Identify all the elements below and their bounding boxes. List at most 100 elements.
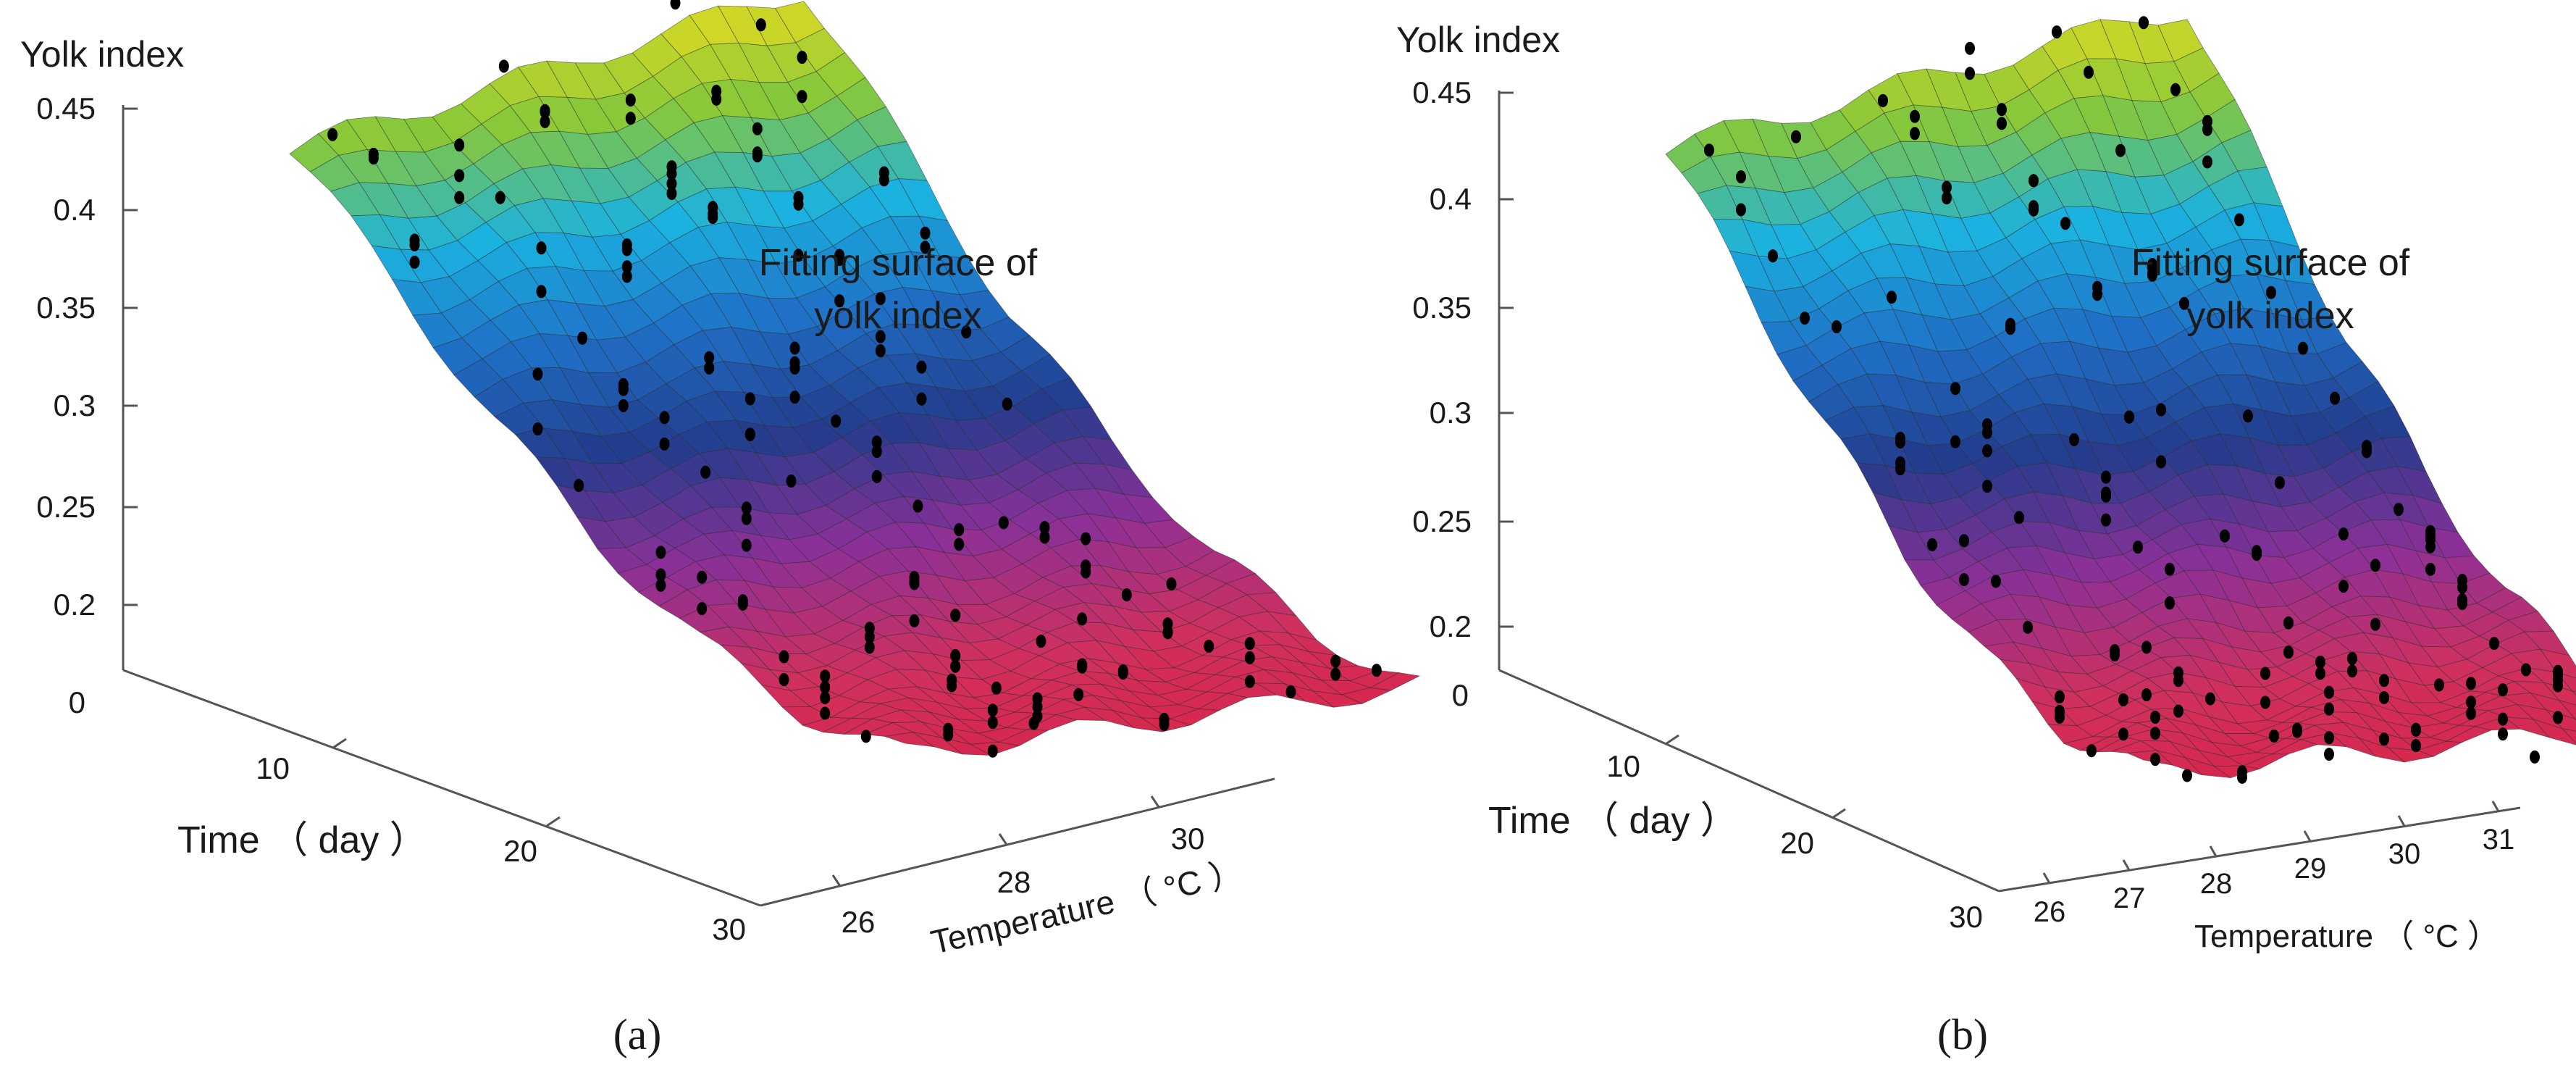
data-point [2029, 174, 2039, 188]
data-point [2060, 217, 2071, 230]
data-point [2324, 702, 2334, 716]
data-point [2110, 644, 2120, 658]
data-point [741, 538, 752, 552]
data-point [704, 362, 715, 375]
temperature-tick-label: 30 [1171, 822, 1205, 856]
data-point [2115, 143, 2126, 157]
data-point [697, 570, 708, 584]
data-point [950, 649, 961, 662]
data-point [2347, 664, 2357, 678]
data-point [741, 501, 752, 515]
data-point [1895, 456, 1905, 469]
temperature-tick-label: 26 [842, 905, 876, 939]
data-point [2141, 688, 2152, 701]
chart-panel-a: 0.45 0.4 0.35 0.3 0.25 0.2 0 10 20 30 26… [20, 0, 1421, 1058]
data-point [2266, 285, 2276, 299]
data-point [2338, 527, 2349, 541]
data-point [2147, 267, 2157, 280]
data-point [2202, 155, 2212, 169]
data-point [2084, 65, 2094, 79]
data-point [2150, 727, 2160, 740]
data-point [954, 538, 965, 551]
data-point [1991, 574, 2001, 588]
temperature-tick-label: 28 [2200, 868, 2233, 900]
data-point [2425, 529, 2436, 543]
data-point [2283, 645, 2294, 659]
surface-patch [1369, 672, 1421, 691]
data-point [1950, 435, 1960, 448]
z-tick-label: 0.45 [36, 91, 96, 125]
data-point [659, 411, 670, 425]
data-point [2014, 511, 2024, 525]
data-point [1768, 249, 1778, 263]
data-point [2055, 690, 2065, 703]
data-point [860, 730, 871, 743]
data-point [1039, 530, 1050, 544]
data-point [2498, 712, 2508, 726]
data-point [793, 191, 804, 204]
data-point [540, 114, 550, 128]
data-point [2489, 637, 2499, 651]
data-point [737, 594, 748, 608]
data-point [916, 392, 927, 406]
data-point [1032, 709, 1043, 723]
data-point [409, 233, 420, 247]
data-point [2298, 341, 2308, 355]
data-point [327, 128, 338, 141]
data-point [1895, 432, 1905, 445]
surface-annotation-line-1: Fitting surface of [759, 242, 1038, 284]
data-point [2269, 729, 2279, 743]
data-point [2498, 727, 2508, 741]
time-tick-label: 0 [1452, 678, 1469, 712]
time-axis-line [1498, 669, 2000, 893]
temperature-axis-label: Temperature （ °C ） [2194, 919, 2499, 954]
data-point [1982, 418, 1992, 432]
data-point [779, 673, 789, 687]
data-point [2324, 748, 2334, 761]
data-point [704, 351, 715, 364]
data-point [655, 578, 666, 592]
data-point [1959, 573, 1969, 587]
time-tick-label: 20 [1780, 826, 1814, 860]
data-point [797, 51, 807, 64]
temperature-tick-label: 29 [2294, 853, 2327, 885]
z-tick-label: 0.4 [54, 193, 96, 227]
data-point [708, 207, 718, 221]
data-point [1704, 143, 1714, 157]
data-point [1073, 688, 1084, 701]
data-point [1910, 109, 1920, 123]
data-point [1997, 103, 2007, 117]
data-point [670, 0, 681, 10]
surface-patch [2532, 718, 2576, 745]
data-point [779, 650, 789, 664]
data-point [1285, 685, 1296, 698]
data-point [909, 614, 920, 627]
data-point [2553, 668, 2563, 682]
data-point [2466, 677, 2476, 690]
data-point [2553, 711, 2563, 724]
data-point [2498, 683, 2508, 697]
data-point [1244, 637, 1255, 651]
data-point [2411, 722, 2421, 736]
data-point [1927, 538, 1937, 551]
data-point [2457, 580, 2467, 594]
data-point [2220, 529, 2230, 543]
data-point [2029, 200, 2039, 214]
data-point [1965, 41, 1975, 55]
data-point [2182, 769, 2192, 782]
data-point [1959, 534, 1969, 548]
data-point [1077, 612, 1088, 626]
data-point [2466, 706, 2476, 720]
data-point [2069, 433, 2079, 446]
data-point [1036, 635, 1046, 648]
data-point [655, 568, 666, 582]
time-tick-label: 30 [712, 912, 746, 946]
data-point [987, 716, 998, 730]
time-axis-label: Time （ day ） [1488, 800, 1738, 842]
data-point [2170, 83, 2181, 96]
data-point [2141, 640, 2152, 654]
data-point [789, 356, 800, 369]
measured-points [1704, 16, 2563, 784]
data-point [368, 151, 379, 165]
z-tick-label: 0.3 [1430, 396, 1472, 430]
